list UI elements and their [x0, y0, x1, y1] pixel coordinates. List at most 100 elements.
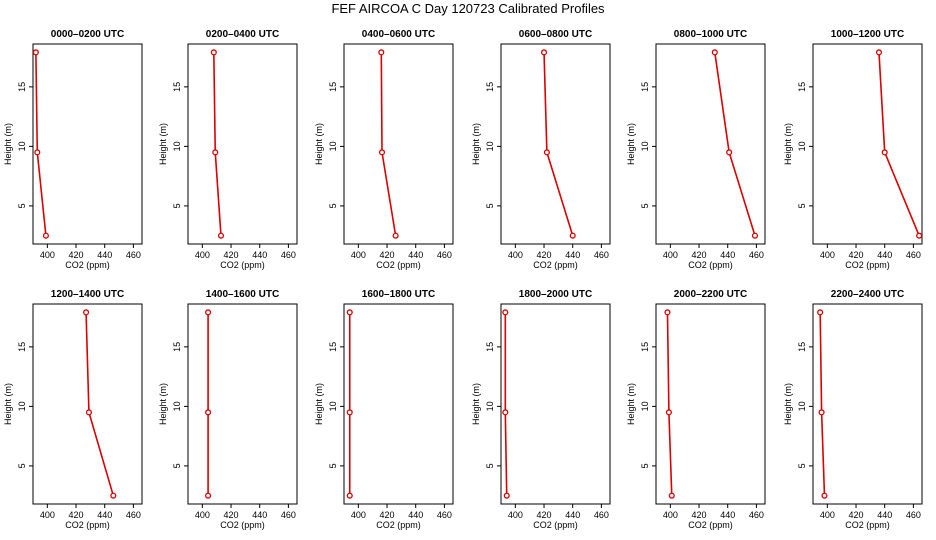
x-tick-label: 440	[252, 250, 267, 260]
x-tick-label: 420	[380, 250, 395, 260]
data-point	[817, 309, 824, 316]
x-tick-label: 460	[594, 250, 609, 260]
y-tick-label: 15	[640, 342, 650, 352]
x-axis-label: CO2 (ppm)	[845, 260, 890, 270]
panel-title: 2000–2200 UTC	[674, 289, 747, 300]
profile-line	[543, 52, 574, 236]
x-tick-label: 440	[408, 250, 423, 260]
y-axis-label: Height (m)	[3, 383, 13, 425]
data-point	[42, 232, 49, 239]
profile-line	[819, 312, 826, 496]
x-tick-label: 420	[69, 250, 84, 260]
y-tick-label: 5	[797, 203, 807, 208]
y-tick-label: 10	[640, 141, 650, 151]
x-tick-label: 440	[877, 250, 892, 260]
x-tick-label: 400	[195, 510, 210, 520]
y-tick-label: 15	[797, 82, 807, 92]
data-point	[34, 149, 41, 156]
data-point	[32, 49, 39, 56]
data-point	[378, 49, 385, 56]
x-tick-label: 420	[380, 510, 395, 520]
y-axis-label: Height (m)	[3, 123, 13, 165]
x-axis-label: CO2 (ppm)	[688, 260, 733, 270]
page-title: FEF AIRCOA C Day 120723 Calibrated Profi…	[331, 1, 605, 16]
data-point	[85, 409, 92, 416]
panel-8: 1400–1600 UTC 400 420 440 460 CO2 (ppm) 5 10 15 H…	[158, 289, 298, 530]
x-axis-label: CO2 (ppm)	[376, 520, 421, 530]
y-tick-label: 5	[797, 463, 807, 468]
y-tick-label: 15	[17, 82, 27, 92]
data-point	[346, 409, 353, 416]
plot-frame	[812, 303, 923, 505]
data-point	[392, 232, 399, 239]
x-tick-label: 460	[906, 510, 921, 520]
x-tick-label: 400	[195, 250, 210, 260]
y-axis-label: Height (m)	[314, 383, 324, 425]
data-point	[916, 232, 923, 239]
x-tick-label: 440	[720, 250, 735, 260]
panel-3: 0400–0600 UTC 400 420 440 460 CO2 (ppm) 5 10 15 H…	[314, 29, 454, 270]
x-tick-label: 460	[281, 510, 296, 520]
y-tick-label: 10	[797, 401, 807, 411]
y-tick-label: 10	[640, 401, 650, 411]
x-axis-label: CO2 (ppm)	[376, 260, 421, 270]
x-tick-label: 420	[224, 250, 239, 260]
panel-title: 0400–0600 UTC	[362, 29, 435, 40]
y-axis-label: Height (m)	[158, 123, 168, 165]
y-tick-label: 10	[328, 401, 338, 411]
profile-line	[85, 312, 115, 496]
y-tick-label: 15	[172, 82, 182, 92]
panel-title: 0800–1000 UTC	[674, 29, 747, 40]
y-tick-label: 5	[17, 203, 27, 208]
y-axis-label: Height (m)	[158, 383, 168, 425]
x-tick-label: 460	[437, 250, 452, 260]
y-tick-label: 15	[797, 342, 807, 352]
panel-12: 2200–2400 UTC 400 420 440 460 CO2 (ppm) 5 10 15 H…	[783, 289, 923, 530]
y-axis-label: Height (m)	[783, 383, 793, 425]
panel-7: 1200–1400 UTC 400 420 440 460 CO2 (ppm) 5 10 15 H…	[3, 289, 143, 530]
y-axis-label: Height (m)	[471, 123, 481, 165]
plot-frame	[655, 303, 766, 505]
data-point	[110, 492, 117, 499]
y-tick-label: 15	[328, 342, 338, 352]
x-tick-label: 400	[351, 250, 366, 260]
x-tick-label: 420	[849, 510, 864, 520]
x-tick-label: 440	[252, 510, 267, 520]
panel-title: 1600–1800 UTC	[362, 289, 435, 300]
data-point	[711, 49, 718, 56]
x-tick-label: 420	[692, 250, 707, 260]
data-point	[212, 149, 219, 156]
panel-2: 0200–0400 UTC 400 420 440 460 CO2 (ppm) 5 10 15 H…	[158, 29, 298, 270]
plot-frame	[500, 303, 611, 505]
x-tick-label: 400	[663, 510, 678, 520]
profile-line	[213, 52, 222, 236]
plot-frame	[187, 303, 298, 505]
data-point	[502, 409, 509, 416]
panel-9: 1600–1800 UTC 400 420 440 460 CO2 (ppm) 5 10 15 H…	[314, 289, 454, 530]
panel-4: 0600–0800 UTC 400 420 440 460 CO2 (ppm) 5 10 15 H…	[471, 29, 611, 270]
data-point	[540, 49, 548, 56]
data-point	[569, 232, 576, 239]
x-tick-label: 400	[820, 510, 835, 520]
y-tick-label: 5	[172, 203, 182, 208]
y-tick-label: 5	[640, 203, 650, 208]
data-point	[83, 309, 90, 316]
y-tick-label: 15	[485, 82, 495, 92]
x-tick-label: 440	[565, 510, 580, 520]
profile-line	[878, 52, 920, 236]
plot-frame	[32, 43, 143, 245]
data-point	[346, 309, 353, 316]
panel-1: 0000–0200 UTC 400 420 440 460 CO2 (ppm) 5 10 15 H…	[3, 29, 143, 270]
x-tick-label: 460	[594, 510, 609, 520]
y-tick-label: 5	[328, 463, 338, 468]
panel-title: 1400–1600 UTC	[206, 289, 279, 300]
y-tick-label: 15	[640, 82, 650, 92]
data-point	[205, 492, 212, 499]
panel-title: 0000–0200 UTC	[51, 29, 124, 40]
data-point	[378, 149, 386, 156]
panel-title: 0600–0800 UTC	[519, 29, 592, 40]
x-tick-label: 460	[437, 510, 452, 520]
plot-frame	[655, 43, 766, 245]
y-axis-label: Height (m)	[626, 383, 636, 425]
profile-line	[504, 312, 508, 496]
